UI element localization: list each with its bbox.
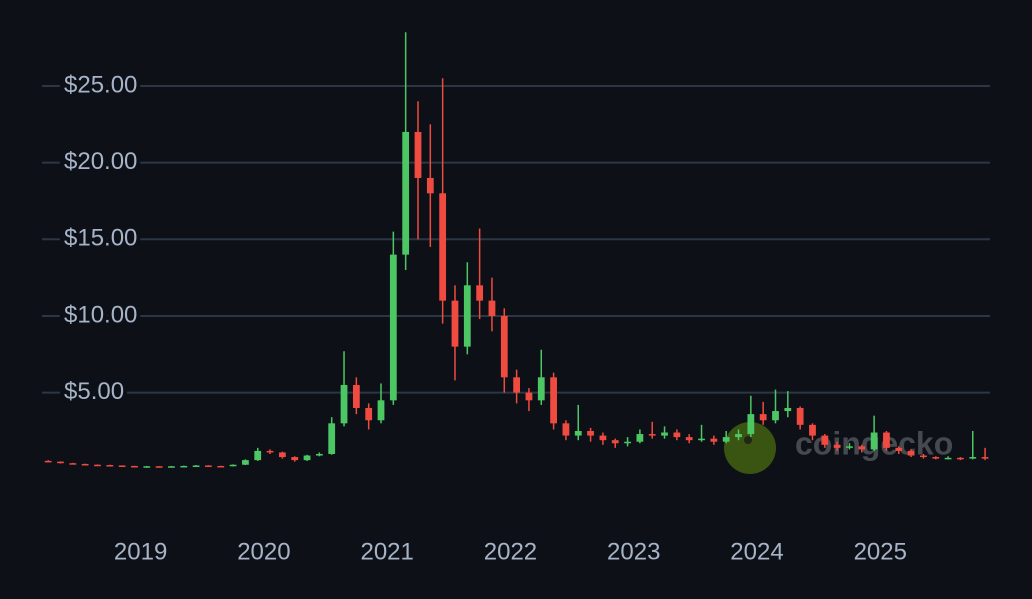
candle-body xyxy=(809,424,816,436)
grid xyxy=(42,84,990,394)
candle-body xyxy=(414,131,422,178)
candle-body xyxy=(883,432,890,448)
x-tick-label: 2022 xyxy=(484,538,537,565)
candle-body xyxy=(562,423,570,436)
candle-body xyxy=(747,414,755,435)
candle-body xyxy=(599,435,607,441)
x-tick-label: 2023 xyxy=(607,538,660,565)
candle-body xyxy=(377,400,385,421)
candle-body xyxy=(205,465,212,467)
candle-body xyxy=(402,131,410,255)
candle-body xyxy=(168,466,175,468)
candle-body xyxy=(981,457,989,459)
candle-body xyxy=(488,300,496,316)
candle-body xyxy=(254,450,262,461)
x-tick-label: 2024 xyxy=(730,538,783,565)
candle-body xyxy=(685,437,693,441)
candle-body xyxy=(698,438,705,441)
x-tick-label: 2021 xyxy=(360,538,413,565)
candle-body xyxy=(920,455,927,458)
candle-body xyxy=(500,315,508,378)
candle-body xyxy=(525,392,533,401)
x-tick-label: 2019 xyxy=(114,538,167,565)
candle-body xyxy=(710,438,718,442)
y-tick-label: $15.00 xyxy=(64,225,137,252)
candle-body xyxy=(439,193,447,301)
candle-body xyxy=(550,377,557,424)
x-tick-label: 2025 xyxy=(854,538,907,565)
candle-body xyxy=(944,457,952,460)
candle-body xyxy=(118,465,126,467)
candle-body xyxy=(279,452,286,458)
candle-body xyxy=(426,177,434,194)
candle-body xyxy=(821,435,829,445)
candle-body xyxy=(57,461,64,464)
candle-body xyxy=(611,440,619,444)
candle-body xyxy=(969,457,977,459)
candle-body xyxy=(352,384,360,408)
candle-body xyxy=(673,432,681,438)
candle-body xyxy=(451,300,459,347)
candle-body xyxy=(94,464,101,467)
candle-body xyxy=(574,430,582,436)
candles xyxy=(44,32,989,468)
candle-body xyxy=(932,457,940,459)
candle-body xyxy=(636,434,644,442)
candle-body xyxy=(44,460,52,463)
candle-body xyxy=(537,377,545,401)
candle-body xyxy=(291,457,299,461)
candle-body xyxy=(624,441,631,444)
candle-body xyxy=(217,465,225,468)
candle-body xyxy=(131,465,138,468)
candle-body xyxy=(587,430,594,436)
candle-body xyxy=(242,460,249,465)
candle-body xyxy=(735,434,742,438)
candle-body xyxy=(192,465,200,467)
candle-body xyxy=(155,466,163,468)
y-tick-label: $5.00 xyxy=(64,378,124,405)
candle-body xyxy=(784,407,792,412)
labels: $5.00 $10.00 $15.00 $20.00 $25.00 2019 2020 202… xyxy=(60,67,907,565)
candle-body xyxy=(858,446,866,450)
candle-body xyxy=(870,432,878,450)
x-tick-label: 2020 xyxy=(237,538,290,565)
candle-body xyxy=(833,444,841,448)
candle-body xyxy=(796,407,804,425)
candle-body xyxy=(759,414,767,421)
candle-body xyxy=(389,254,397,401)
candle-body xyxy=(106,465,114,467)
candle-body xyxy=(895,447,903,451)
candle-body xyxy=(846,446,853,448)
candle-body xyxy=(648,434,656,436)
candle-body xyxy=(81,463,89,466)
y-tick-label: $20.00 xyxy=(64,148,137,175)
watermark-logo-eye xyxy=(744,436,752,444)
candle-body xyxy=(476,285,484,301)
candle-body xyxy=(722,437,730,442)
candle-body xyxy=(661,432,668,436)
candle-body xyxy=(365,407,373,421)
y-tick-label: $25.00 xyxy=(64,71,137,98)
candle-body xyxy=(907,450,915,456)
candle-body xyxy=(266,450,274,453)
candle-body xyxy=(69,463,77,465)
candle-body xyxy=(328,423,336,454)
candle-body xyxy=(303,455,311,461)
y-tick-label: $10.00 xyxy=(64,301,137,328)
candle-body xyxy=(229,464,237,467)
candle-body xyxy=(463,285,471,347)
candle-body xyxy=(772,411,779,421)
candle-body xyxy=(340,384,348,424)
candle-body xyxy=(957,457,964,460)
candle-body xyxy=(143,466,151,468)
candle-body xyxy=(513,377,521,393)
candle-body xyxy=(315,453,323,456)
candle-body xyxy=(180,465,188,468)
